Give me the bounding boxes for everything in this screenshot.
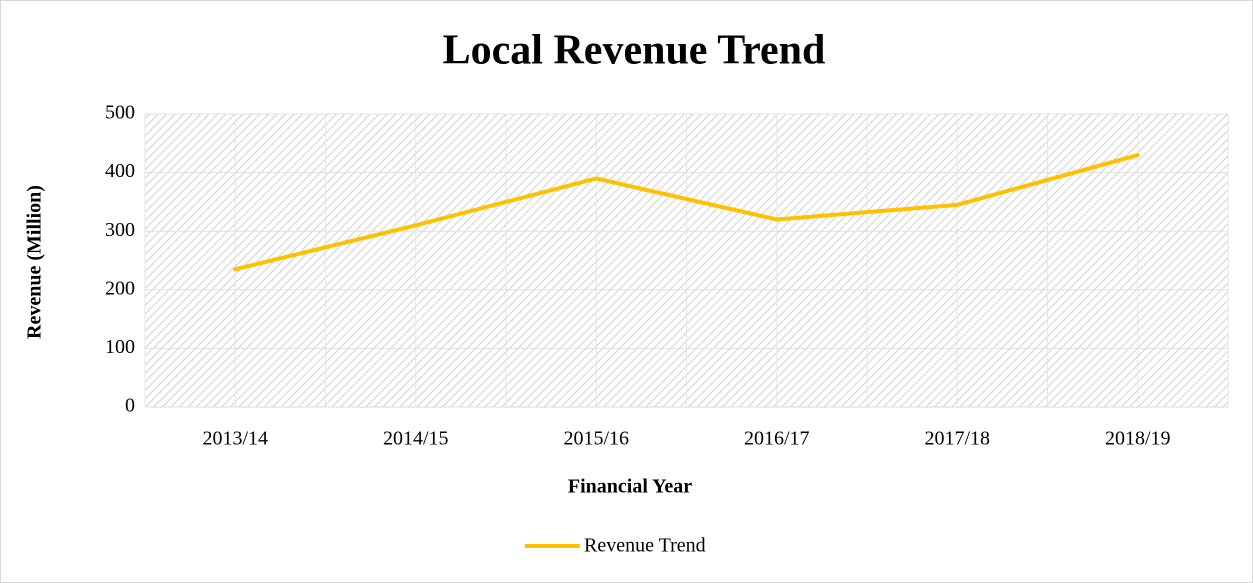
line — [233, 153, 1140, 272]
x-tick-label: 2017/18 — [924, 428, 990, 450]
y-tick-label: 500 — [105, 102, 135, 124]
x-tick-label: 2015/16 — [563, 428, 629, 450]
x-axis-label: Financial Year — [568, 476, 692, 498]
y-axis-label: Revenue (Million) — [24, 185, 46, 339]
x-tick-label: 2013/14 — [202, 428, 268, 450]
legend-label: Revenue Trend — [584, 535, 706, 557]
y-tick-label: 0 — [125, 395, 135, 417]
y-tick-label: 300 — [105, 219, 135, 241]
x-tick-label: 2014/15 — [383, 428, 449, 450]
x-tick-label: 2018/19 — [1105, 428, 1171, 450]
y-tick-label: 100 — [105, 336, 135, 358]
y-tick-label: 400 — [105, 160, 135, 182]
x-tick-label: 2016/17 — [744, 428, 810, 450]
chart-title: Local Revenue Trend — [443, 28, 826, 74]
y-tick-label: 200 — [105, 277, 135, 299]
